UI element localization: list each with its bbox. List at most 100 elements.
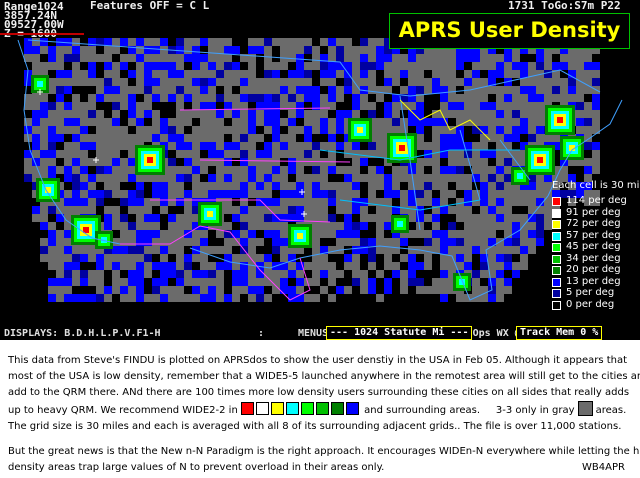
density-cell	[112, 142, 120, 150]
density-cell	[200, 278, 208, 286]
density-cell	[472, 286, 480, 294]
density-cell	[112, 174, 120, 182]
density-cell	[96, 166, 104, 174]
density-cell	[208, 134, 216, 142]
density-cell	[336, 38, 344, 46]
density-cell	[376, 142, 384, 150]
density-cell	[512, 110, 520, 118]
density-cell	[152, 262, 160, 270]
density-cell	[504, 190, 512, 198]
density-cell	[248, 126, 256, 134]
density-cell	[312, 166, 320, 174]
density-cell	[208, 38, 216, 46]
density-cell	[288, 294, 296, 302]
density-cell	[352, 246, 360, 254]
density-cell	[544, 70, 552, 78]
density-cell	[304, 158, 312, 166]
density-cell	[240, 102, 248, 110]
density-cell	[120, 198, 128, 206]
density-cell	[232, 134, 240, 142]
density-cell	[384, 62, 392, 70]
density-cell	[216, 278, 224, 286]
density-cell	[272, 270, 280, 278]
density-cell	[352, 46, 360, 54]
station-marks	[37, 89, 307, 217]
density-cell	[208, 286, 216, 294]
density-cell	[280, 142, 288, 150]
density-cell	[224, 294, 232, 302]
density-cell	[576, 126, 584, 134]
density-cell	[144, 126, 152, 134]
density-cell	[320, 94, 328, 102]
density-cell	[88, 142, 96, 150]
density-cell	[104, 182, 112, 190]
density-cell	[584, 182, 592, 190]
density-cell	[216, 70, 224, 78]
density-cell	[200, 262, 208, 270]
density-cell	[264, 270, 272, 278]
density-cell	[472, 158, 480, 166]
density-cell	[480, 214, 488, 222]
density-cell	[40, 150, 48, 158]
density-cell	[296, 102, 304, 110]
density-cell	[264, 54, 272, 62]
density-cell	[208, 86, 216, 94]
density-cell	[104, 86, 112, 94]
density-cell	[160, 294, 168, 302]
density-cell	[416, 102, 424, 110]
density-cell	[496, 126, 504, 134]
density-cell	[200, 38, 208, 46]
density-cell	[216, 126, 224, 134]
density-cell	[400, 126, 408, 134]
density-cell	[448, 102, 456, 110]
density-cell	[512, 46, 520, 54]
caption-line-recommend: up to heavy QRM. We recommend WIDE2-2 in…	[8, 401, 626, 419]
density-cell	[496, 286, 504, 294]
density-cell	[368, 198, 376, 206]
density-cell	[472, 214, 480, 222]
density-cell	[232, 238, 240, 246]
density-cell	[304, 78, 312, 86]
density-cell	[592, 110, 600, 118]
density-cell	[96, 198, 104, 206]
density-cell	[448, 174, 456, 182]
density-cell	[144, 254, 152, 262]
density-cell	[184, 238, 192, 246]
density-cell	[72, 166, 80, 174]
density-cell	[432, 182, 440, 190]
density-cell	[176, 46, 184, 54]
density-cell	[544, 62, 552, 70]
density-cell	[504, 54, 512, 62]
caption-line: most of the USA is low density, remember…	[8, 371, 640, 382]
density-cell	[520, 190, 528, 198]
density-cell	[168, 94, 176, 102]
density-cell	[216, 270, 224, 278]
density-cell	[408, 102, 416, 110]
density-cell	[528, 126, 536, 134]
density-cell	[64, 270, 72, 278]
density-cell	[208, 182, 216, 190]
density-cell	[232, 142, 240, 150]
density-cell	[112, 110, 120, 118]
density-cell	[128, 294, 136, 302]
displays-menu[interactable]: DISPLAYS: B.D.H.L.P.V.F1-H	[4, 328, 161, 339]
density-cell	[408, 278, 416, 286]
density-cell	[320, 182, 328, 190]
density-cell	[72, 102, 80, 110]
density-cell	[408, 110, 416, 118]
density-cell	[584, 62, 592, 70]
density-cell	[200, 158, 208, 166]
density-cell	[112, 166, 120, 174]
legend-label: 34 per deg	[566, 252, 621, 264]
density-cell	[176, 174, 184, 182]
density-cell	[440, 246, 448, 254]
density-cell	[496, 214, 504, 222]
density-cell	[120, 286, 128, 294]
density-cell	[400, 286, 408, 294]
density-cell	[48, 238, 56, 246]
density-cell	[352, 86, 360, 94]
density-cell	[272, 70, 280, 78]
density-cell	[56, 46, 64, 54]
density-cell	[328, 198, 336, 206]
density-cell	[456, 246, 464, 254]
